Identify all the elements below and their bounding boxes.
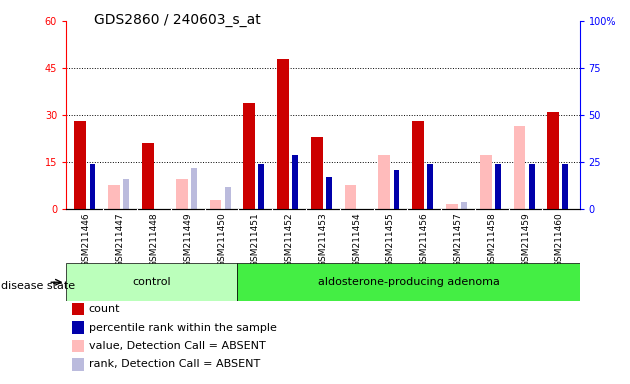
Text: GSM211456: GSM211456 xyxy=(420,212,428,267)
Bar xyxy=(108,185,120,209)
Bar xyxy=(461,202,467,209)
Bar xyxy=(66,263,238,301)
Text: percentile rank within the sample: percentile rank within the sample xyxy=(89,323,277,333)
Text: GSM211458: GSM211458 xyxy=(487,212,496,267)
Bar xyxy=(480,155,491,209)
Text: GSM211451: GSM211451 xyxy=(251,212,260,267)
Bar xyxy=(513,126,525,209)
Text: GSM211457: GSM211457 xyxy=(454,212,462,267)
Bar xyxy=(277,59,289,209)
Text: GDS2860 / 240603_s_at: GDS2860 / 240603_s_at xyxy=(94,13,261,27)
Bar xyxy=(427,164,433,209)
Text: count: count xyxy=(89,304,120,314)
Text: control: control xyxy=(132,277,171,287)
Text: GSM211453: GSM211453 xyxy=(318,212,328,267)
Text: GSM211447: GSM211447 xyxy=(116,212,125,266)
Bar xyxy=(563,164,568,209)
Bar xyxy=(210,200,221,209)
Text: GSM211450: GSM211450 xyxy=(217,212,226,267)
Text: rank, Detection Call = ABSENT: rank, Detection Call = ABSENT xyxy=(89,359,260,369)
Bar xyxy=(495,164,501,209)
Bar xyxy=(412,121,424,209)
Bar xyxy=(191,168,197,209)
Bar xyxy=(243,103,255,209)
Bar xyxy=(258,164,265,209)
Bar xyxy=(326,177,332,209)
Bar xyxy=(394,170,399,209)
Text: GSM211460: GSM211460 xyxy=(555,212,564,267)
Bar xyxy=(311,137,323,209)
Text: GSM211448: GSM211448 xyxy=(149,212,159,266)
Bar xyxy=(292,155,298,209)
Text: GSM211459: GSM211459 xyxy=(521,212,530,267)
Bar xyxy=(74,121,86,209)
Text: value, Detection Call = ABSENT: value, Detection Call = ABSENT xyxy=(89,341,266,351)
Bar xyxy=(123,179,129,209)
Text: disease state: disease state xyxy=(1,281,75,291)
Text: GSM211449: GSM211449 xyxy=(183,212,192,266)
Bar xyxy=(529,164,535,209)
Text: aldosterone-producing adenoma: aldosterone-producing adenoma xyxy=(318,277,500,287)
Bar xyxy=(446,204,458,209)
Bar xyxy=(529,164,535,209)
Bar xyxy=(142,144,154,209)
Bar xyxy=(495,164,501,209)
Bar xyxy=(238,263,580,301)
Bar xyxy=(176,179,188,209)
Text: GSM211454: GSM211454 xyxy=(352,212,361,266)
Text: GSM211446: GSM211446 xyxy=(82,212,91,266)
Bar xyxy=(89,164,96,209)
Bar xyxy=(379,155,390,209)
Bar xyxy=(225,187,231,209)
Bar xyxy=(547,112,559,209)
Bar xyxy=(345,185,357,209)
Text: GSM211455: GSM211455 xyxy=(386,212,395,267)
Text: GSM211452: GSM211452 xyxy=(285,212,294,266)
